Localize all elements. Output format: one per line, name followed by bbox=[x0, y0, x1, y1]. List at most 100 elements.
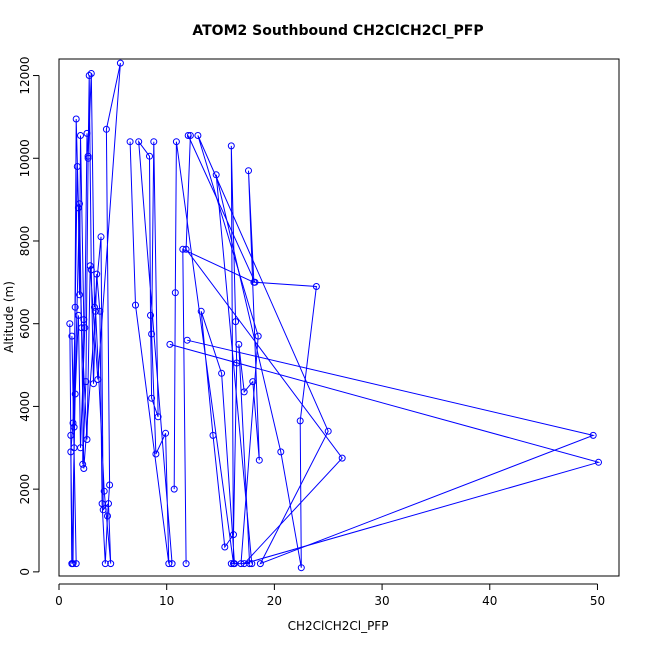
data-point bbox=[165, 560, 173, 568]
data-point bbox=[92, 307, 100, 315]
y-tick-label: 8000 bbox=[18, 226, 32, 257]
series-line bbox=[187, 135, 595, 565]
data-point bbox=[235, 340, 243, 348]
data-point bbox=[104, 512, 111, 520]
x-tick-label: 0 bbox=[55, 594, 63, 608]
data-point bbox=[230, 531, 237, 539]
data-point bbox=[233, 359, 241, 367]
data-point bbox=[106, 481, 114, 489]
chart-title: ATOM2 Southbound CH2ClCH2Cl_PFP bbox=[192, 23, 483, 39]
data-point bbox=[171, 289, 179, 297]
data-point bbox=[105, 500, 112, 508]
data-point bbox=[99, 506, 107, 514]
series-line bbox=[182, 170, 260, 565]
data-point bbox=[70, 423, 78, 431]
data-point bbox=[84, 152, 92, 160]
data-point bbox=[589, 431, 597, 439]
data-point bbox=[209, 431, 217, 439]
data-point bbox=[170, 485, 178, 493]
data-point bbox=[312, 283, 320, 290]
data-point bbox=[227, 560, 235, 568]
data-point bbox=[78, 324, 86, 332]
data-point bbox=[83, 436, 91, 443]
series-lines bbox=[69, 62, 601, 568]
data-point bbox=[338, 454, 346, 462]
data-point bbox=[100, 487, 108, 495]
data-point bbox=[240, 560, 248, 568]
data-point bbox=[85, 72, 93, 79]
data-point bbox=[254, 332, 262, 340]
data-point bbox=[91, 303, 98, 311]
data-point bbox=[102, 125, 110, 133]
y-tick-label: 4000 bbox=[18, 391, 32, 422]
x-axis-label: CH2ClCH2Cl_PFP bbox=[288, 619, 389, 633]
data-point bbox=[248, 560, 256, 568]
data-point bbox=[256, 560, 264, 568]
y-axis-label: Altitude (m) bbox=[2, 281, 16, 353]
x-tick-label: 50 bbox=[590, 594, 605, 608]
data-point bbox=[237, 560, 245, 568]
data-point bbox=[77, 444, 84, 452]
data-point bbox=[595, 458, 602, 466]
data-point bbox=[148, 330, 156, 338]
data-point bbox=[68, 332, 76, 340]
data-point bbox=[101, 560, 109, 568]
data-point bbox=[152, 450, 160, 458]
data-point bbox=[69, 419, 77, 427]
y-tick-label: 12000 bbox=[18, 56, 32, 94]
data-point bbox=[84, 154, 92, 162]
data-point bbox=[227, 142, 235, 150]
data-point bbox=[150, 138, 158, 146]
data-point bbox=[194, 132, 202, 139]
data-point bbox=[240, 388, 248, 396]
data-point bbox=[82, 378, 90, 386]
data-point bbox=[147, 311, 154, 319]
data-point bbox=[249, 378, 257, 386]
data-point bbox=[87, 266, 95, 274]
data-point bbox=[172, 138, 180, 146]
x-tick-label: 10 bbox=[159, 594, 174, 608]
data-point bbox=[66, 320, 74, 328]
data-point bbox=[74, 204, 82, 212]
data-point bbox=[76, 291, 83, 299]
data-point bbox=[135, 138, 143, 146]
data-point bbox=[72, 115, 80, 123]
data-point bbox=[251, 278, 259, 286]
data-point bbox=[183, 336, 191, 344]
series-points bbox=[66, 59, 602, 572]
data-point bbox=[67, 431, 75, 439]
data-point bbox=[218, 369, 226, 377]
data-point bbox=[68, 560, 76, 568]
x-axis: 0 10 20 30 40 50 bbox=[55, 583, 605, 608]
data-point bbox=[94, 376, 102, 383]
data-point bbox=[87, 70, 95, 77]
data-point bbox=[168, 560, 176, 568]
data-point bbox=[179, 245, 187, 253]
data-point bbox=[116, 59, 124, 67]
data-point bbox=[86, 262, 94, 270]
y-tick-label: 2000 bbox=[18, 474, 32, 505]
data-point bbox=[126, 138, 134, 146]
data-point bbox=[79, 460, 87, 468]
data-point bbox=[107, 560, 115, 568]
data-point bbox=[166, 340, 174, 348]
data-point bbox=[245, 167, 252, 175]
data-point bbox=[96, 307, 104, 315]
data-point bbox=[255, 456, 263, 464]
data-point bbox=[197, 307, 205, 315]
data-point bbox=[97, 233, 105, 241]
data-point bbox=[90, 380, 97, 388]
data-point bbox=[72, 560, 80, 568]
series-line bbox=[69, 73, 112, 564]
data-point bbox=[221, 543, 229, 551]
data-point bbox=[83, 129, 91, 137]
data-point bbox=[73, 163, 81, 170]
data-point bbox=[76, 200, 83, 208]
data-point bbox=[232, 318, 240, 326]
data-point bbox=[81, 324, 89, 332]
data-point bbox=[148, 394, 156, 402]
data-point bbox=[184, 132, 192, 139]
data-point bbox=[71, 303, 79, 311]
